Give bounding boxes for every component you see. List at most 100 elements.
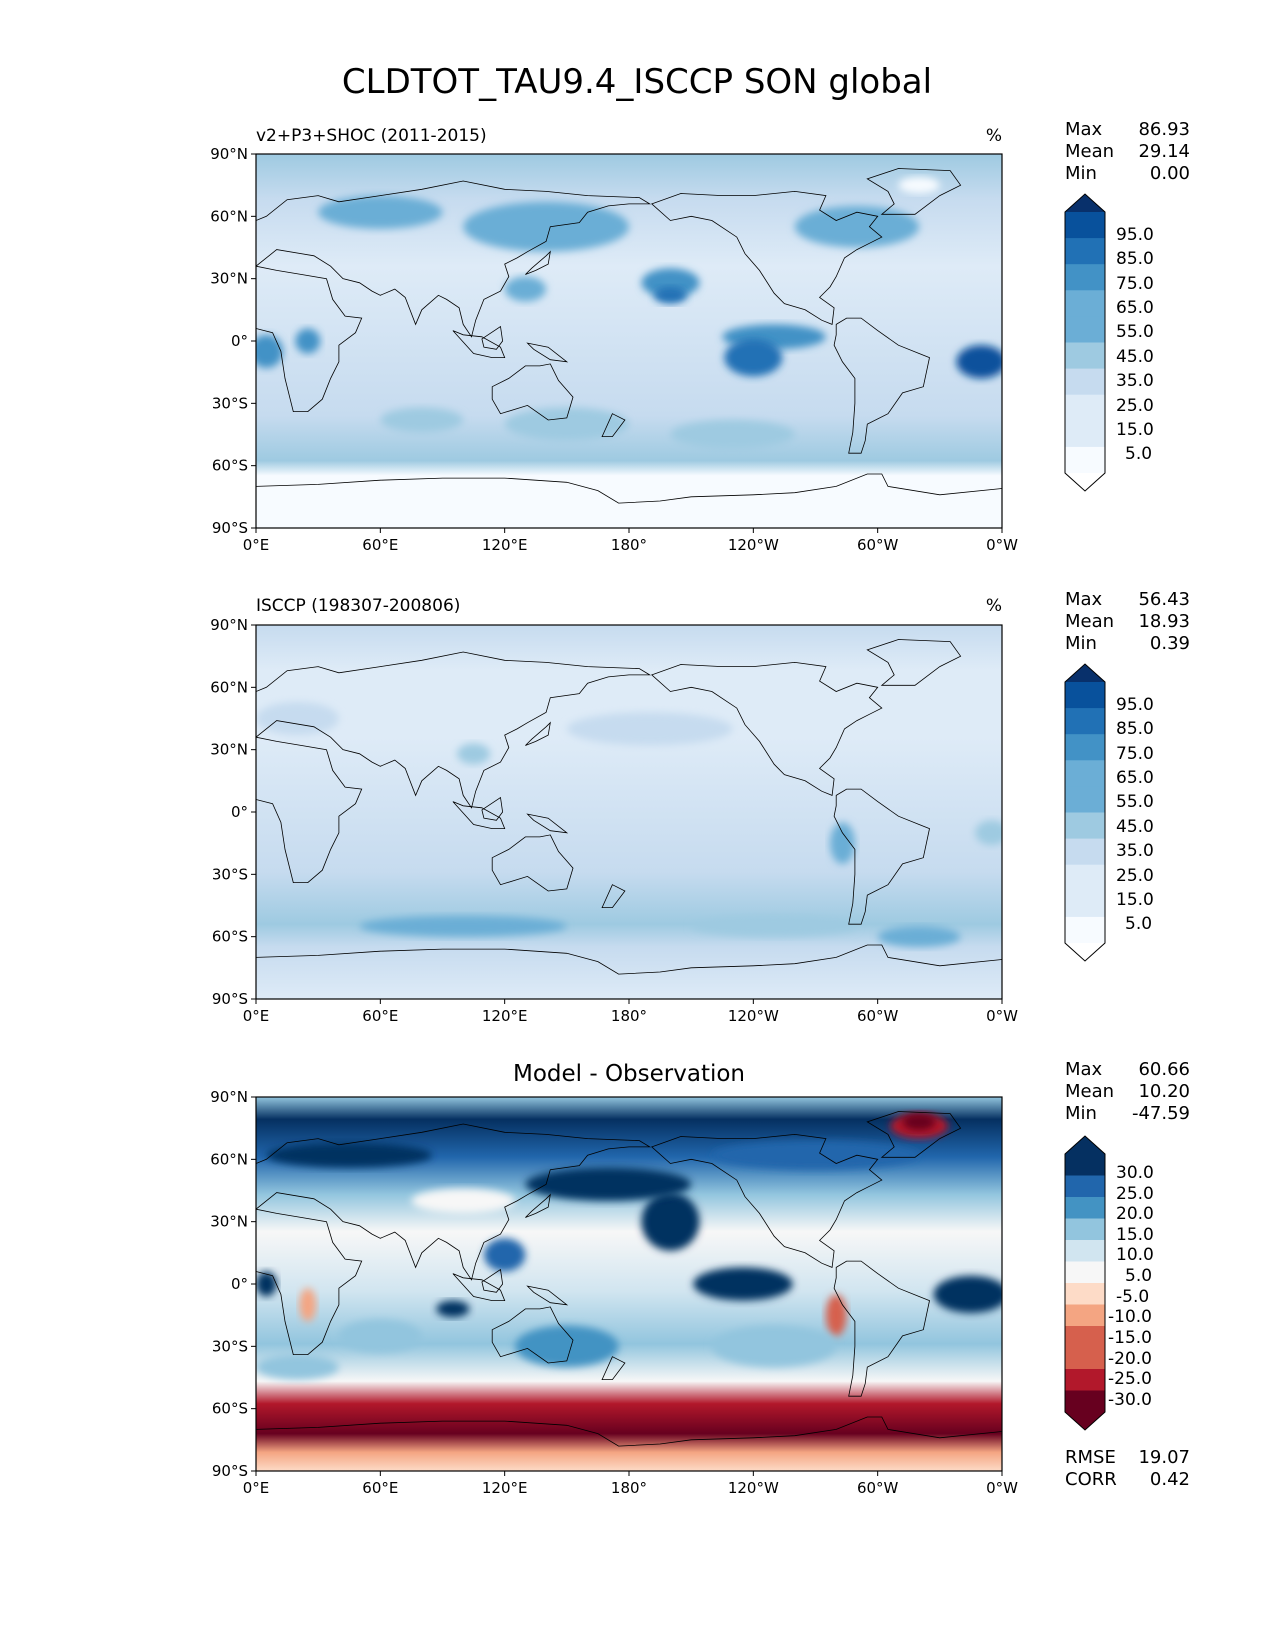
colorbar-tick-label: 30.0 <box>1116 1163 1154 1183</box>
lat-tick-label: 60°N <box>210 1150 248 1168</box>
colorbar-tick-label: 65.0 <box>1116 768 1154 788</box>
stat-label: Min <box>1065 1103 1097 1124</box>
contour-blob <box>641 268 700 298</box>
coastline <box>452 330 506 359</box>
colorbar-tick-label: 15.0 <box>1116 420 1154 440</box>
lat-tick-label: 90°N <box>210 1088 248 1106</box>
stat-value: 18.93 <box>1138 611 1190 632</box>
colorbar-extend-bottom <box>1065 943 1105 961</box>
lat-tick-label: 30°N <box>210 1213 248 1231</box>
contour-blob <box>504 276 547 302</box>
contour-blob <box>566 712 733 746</box>
stat-value: 0.00 <box>1150 163 1190 184</box>
contour-blob <box>318 195 443 229</box>
corr-label: CORR <box>1065 1469 1117 1490</box>
contour-blob <box>825 1294 847 1336</box>
colorbar-tick-label: 75.0 <box>1116 744 1154 764</box>
coastline <box>491 1306 574 1364</box>
coastline <box>651 1133 883 1268</box>
colorbar <box>1064 663 1106 962</box>
panel-diff: Model - Observation 90°N 60°N 30°N 0° 30°S 60… <box>210 1059 1190 1497</box>
colorbar-segment <box>1065 368 1105 396</box>
lat-tick-label: 60°N <box>210 207 248 225</box>
map-frame: 90°N 60°N 30°N 0° 30°S 60°S 90°S0°E 60°E 120°E 18… <box>210 616 1018 1025</box>
coastline <box>256 651 652 809</box>
colorbar-segment <box>1065 1326 1105 1348</box>
contour-blob <box>515 1325 619 1368</box>
map-frame: 90°N 60°N 30°N 0° 30°S 60°S 90°S0°E 60°E 120°E 18… <box>210 145 1018 554</box>
coastline <box>866 639 962 686</box>
contour-blob <box>693 1267 793 1301</box>
colorbar-tick-label: 25.0 <box>1116 1184 1154 1204</box>
stat-label: Mean <box>1065 141 1114 162</box>
contour-blob <box>266 1142 433 1168</box>
colorbar-tick-label: 25.0 <box>1116 396 1154 416</box>
coastline <box>866 1111 962 1158</box>
colorbar-segment <box>1065 394 1105 422</box>
colorbar-tick-label: 55.0 <box>1116 792 1154 812</box>
coastline <box>525 721 551 746</box>
lat-tick-label: 90°S <box>212 990 248 1008</box>
colorbar-tick-label: 15.0 <box>1116 1225 1154 1245</box>
colorbar-segment <box>1065 446 1105 474</box>
colorbar-tick-label: 85.0 <box>1116 249 1154 269</box>
colorbar-tick-label: 10.0 <box>1116 1245 1154 1265</box>
lon-tick-label: 180° <box>611 1479 647 1497</box>
contour-blob <box>256 334 283 369</box>
coastline <box>481 796 504 821</box>
coastline <box>491 363 574 421</box>
colorbar-tick-label: 55.0 <box>1116 322 1154 342</box>
contour-blob <box>338 1319 422 1353</box>
lon-tick-label: 60°W <box>857 1007 899 1025</box>
panel-units: % <box>986 126 1002 146</box>
colorbar <box>1064 193 1106 492</box>
coastline <box>452 801 506 829</box>
lat-tick-label: 90°S <box>212 1462 248 1480</box>
contour-blob <box>483 1238 526 1272</box>
contour-blob <box>295 328 321 354</box>
coastline <box>256 736 363 883</box>
coastline <box>526 1285 569 1306</box>
colorbar-segment <box>1065 1240 1105 1262</box>
contour-blob <box>411 1188 516 1214</box>
colorbar <box>1064 1135 1106 1431</box>
colorbar-segment <box>1065 760 1105 787</box>
lon-tick-label: 0°E <box>243 1007 270 1025</box>
contour-blob <box>794 205 920 248</box>
stats-block: Max 60.66 Mean 10.20 Min -47.59 <box>1065 1059 1190 1124</box>
colorbar-segment <box>1065 1154 1105 1176</box>
contour-blob <box>653 286 688 304</box>
colorbar-tick-label: 95.0 <box>1116 695 1154 715</box>
coastline <box>526 342 569 363</box>
coastline <box>833 1260 930 1397</box>
coastline <box>256 265 363 413</box>
colorbar-tick-label: 45.0 <box>1116 347 1154 367</box>
colorbar-extend-top <box>1065 1136 1105 1154</box>
lat-tick-label: 60°S <box>212 457 248 475</box>
stat-label: Max <box>1065 1059 1103 1080</box>
coastline <box>601 413 626 438</box>
corr-value: 0.42 <box>1150 1469 1190 1490</box>
colorbar-extend-bottom <box>1065 1412 1105 1430</box>
colorbar-segment <box>1065 890 1105 918</box>
colorbar-extend-top <box>1065 664 1105 682</box>
coastline <box>256 1208 363 1355</box>
colorbar-segment <box>1065 1283 1105 1305</box>
lat-tick-label: 30°N <box>210 270 248 288</box>
stat-value: 60.66 <box>1138 1059 1190 1080</box>
contour-blob <box>691 915 857 937</box>
coastline <box>256 944 1002 999</box>
colorbar-tick-label: 95.0 <box>1116 225 1154 245</box>
stat-label: Max <box>1065 119 1103 140</box>
contour-blob <box>380 407 464 433</box>
lon-tick-label: 0°W <box>986 536 1018 554</box>
coastline <box>601 1356 626 1380</box>
colorbar-segment <box>1065 1304 1105 1327</box>
stat-value: 29.14 <box>1138 141 1190 162</box>
contour-blob <box>830 822 855 864</box>
rmse-label: RMSE <box>1065 1447 1116 1468</box>
contour-blob <box>256 1271 277 1297</box>
contour-blob <box>877 926 961 948</box>
coastlines <box>256 168 1002 528</box>
lat-tick-label: 0° <box>231 332 248 350</box>
